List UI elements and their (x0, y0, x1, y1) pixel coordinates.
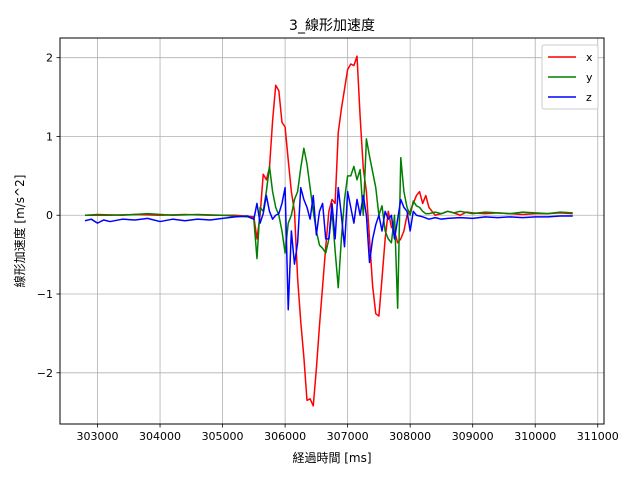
y-axis: −2 −1 0 1 2 (37, 52, 60, 380)
x-tick-label: 308000 (389, 430, 431, 443)
series-layer (84, 55, 573, 407)
y-tick-label: 1 (46, 130, 53, 143)
series-line-z (84, 186, 573, 311)
x-tick-label: 303000 (77, 430, 119, 443)
legend: xyz (541, 44, 599, 110)
x-tick-label: 311000 (577, 430, 619, 443)
x-tick-label: 305000 (202, 430, 244, 443)
y-tick-label: 0 (46, 209, 53, 222)
y-tick-label: −1 (37, 288, 53, 301)
y-tick-label: 2 (46, 52, 53, 65)
legend-label-z: z (586, 91, 592, 104)
x-axis-title: 経過時間 [ms] (292, 451, 371, 465)
x-tick-label: 309000 (452, 430, 494, 443)
y-axis-title: 線形加速度 [m/s^2] (12, 175, 27, 288)
series-line-y (84, 138, 573, 309)
y-tick-label: −2 (37, 367, 53, 380)
x-tick-label: 306000 (264, 430, 306, 443)
legend-label-x: x (586, 51, 593, 64)
plot-frame (59, 37, 605, 425)
legend-label-y: y (586, 71, 593, 84)
x-axis: 303000 304000 305000 306000 307000 308000 3090… (77, 424, 619, 443)
x-tick-label: 304000 (139, 430, 181, 443)
x-tick-label: 307000 (327, 430, 369, 443)
chart-title: 3_線形加速度 (289, 18, 375, 34)
x-tick-label: 310000 (514, 430, 556, 443)
